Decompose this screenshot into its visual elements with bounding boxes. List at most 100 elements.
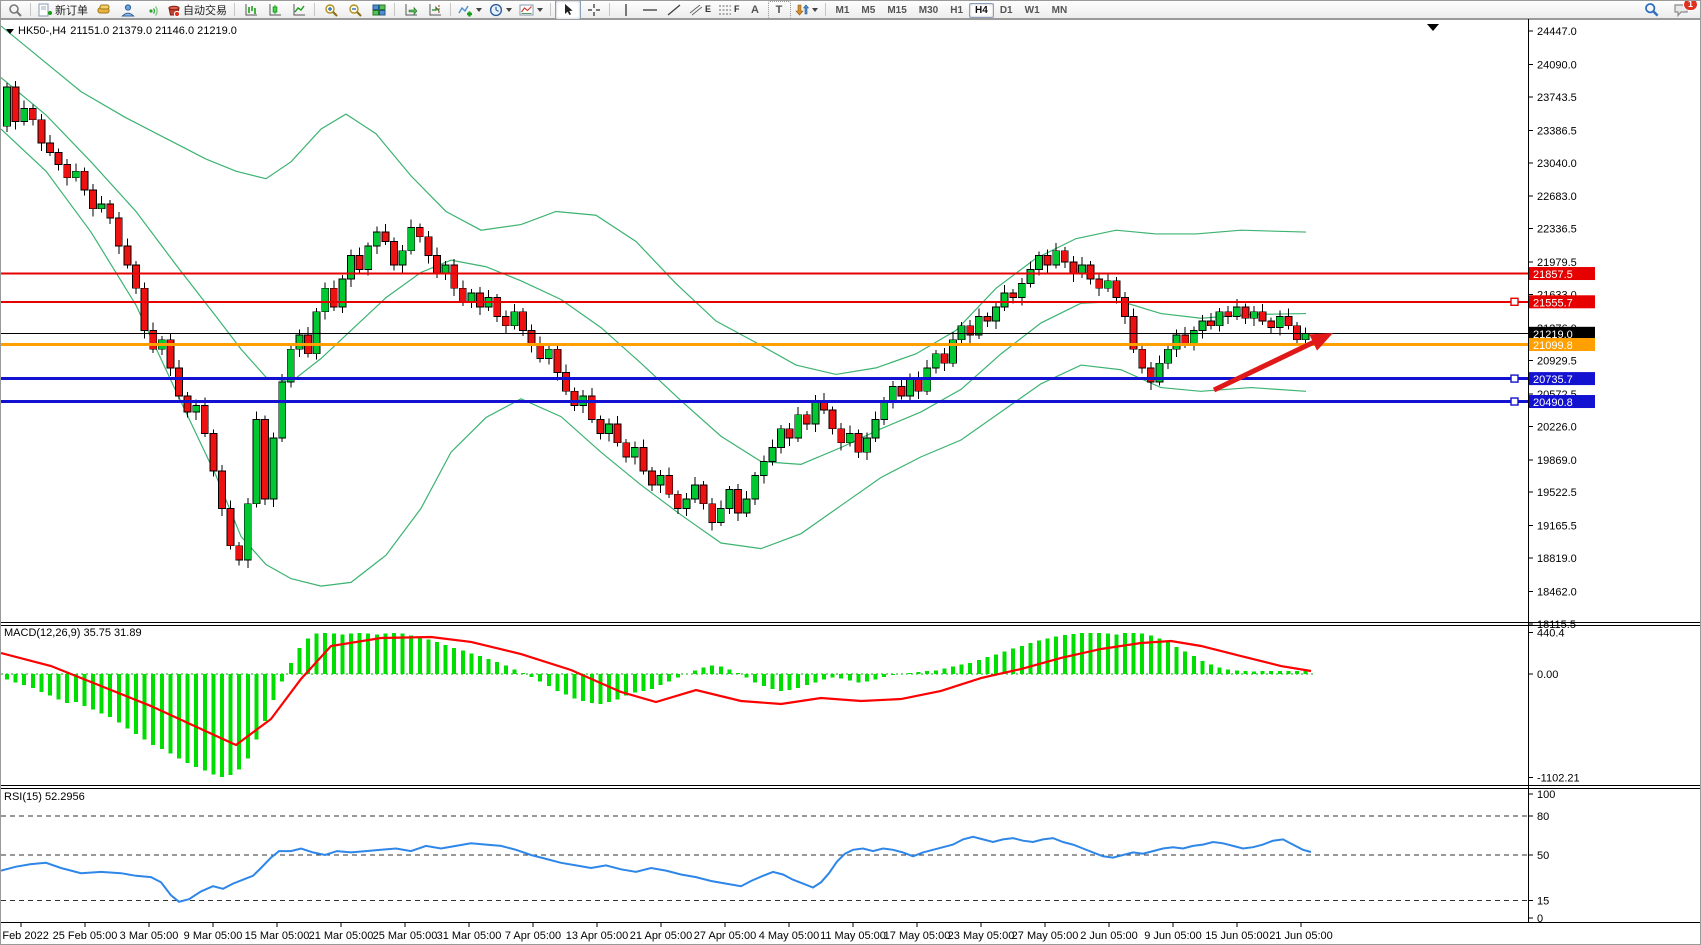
chart-search-icon[interactable] xyxy=(3,1,26,19)
price-tag-20735.7[interactable] xyxy=(1529,372,1595,386)
chart-shift-triangle[interactable] xyxy=(1427,24,1439,31)
timeframe-m15[interactable]: M15 xyxy=(887,4,907,16)
periods-caret-icon xyxy=(506,7,512,12)
auto-scroll-button[interactable] xyxy=(399,1,422,19)
candle xyxy=(209,433,218,472)
arrows-tool-button[interactable] xyxy=(792,1,821,19)
candle xyxy=(269,437,278,500)
horizontal-line-button[interactable] xyxy=(638,1,661,19)
candle xyxy=(97,203,106,210)
line-handle[interactable] xyxy=(1510,297,1519,306)
label-tool-button[interactable]: T xyxy=(767,1,791,19)
candle xyxy=(114,217,123,247)
timeframe-w1[interactable]: W1 xyxy=(1024,4,1040,16)
date-tick: 15 Jun 05:00 xyxy=(1205,930,1269,942)
timeframe-h1[interactable]: H1 xyxy=(950,4,964,16)
price-tag-21857.5[interactable] xyxy=(1529,267,1595,281)
chart-shift-button[interactable] xyxy=(423,1,446,19)
macd-label: MACD(12,26,9) 35.75 31.89 xyxy=(4,627,142,639)
candle xyxy=(759,461,768,476)
signals-icon[interactable] xyxy=(140,1,163,19)
tile-windows-button[interactable] xyxy=(367,1,390,19)
svg-text:20735.7: 20735.7 xyxy=(1533,374,1573,386)
price-tag-20490.8[interactable] xyxy=(1529,395,1595,409)
candle xyxy=(785,428,794,439)
candle xyxy=(63,164,72,179)
vertical-line-button[interactable] xyxy=(614,1,637,19)
notifications-button[interactable]: 1 xyxy=(1669,1,1698,19)
candle xyxy=(605,423,613,434)
timeframe-m5[interactable]: M5 xyxy=(861,4,876,16)
price-tag-21099.8[interactable] xyxy=(1529,337,1595,351)
crosshair-button[interactable] xyxy=(582,1,605,19)
price-tick: 18462.0 xyxy=(1537,587,1577,599)
candle xyxy=(1189,330,1198,345)
timeframe-d1[interactable]: D1 xyxy=(999,4,1013,16)
candle-chart-button[interactable] xyxy=(263,1,286,19)
price-tag-21555.7[interactable] xyxy=(1529,295,1595,309)
timeframe-h4[interactable]: H4 xyxy=(969,2,994,18)
trend-arrow-head xyxy=(1309,333,1333,351)
line-handle[interactable] xyxy=(1510,397,1519,406)
date-tick: 21 Mar 05:00 xyxy=(309,930,374,942)
fibonacci-button[interactable]: F xyxy=(715,1,743,19)
cursor-button[interactable] xyxy=(555,1,581,20)
candle xyxy=(949,339,957,364)
trend-arrow[interactable] xyxy=(1212,336,1322,393)
candle xyxy=(286,348,295,383)
candle xyxy=(71,170,80,179)
candle xyxy=(278,381,287,439)
experts-icon[interactable] xyxy=(116,1,139,19)
candle xyxy=(553,348,562,373)
autotrade-button[interactable]: 自动交易 xyxy=(164,1,230,19)
price-tick: 20226.0 xyxy=(1537,421,1577,433)
price-tick: 21979.5 xyxy=(1537,257,1577,269)
candle xyxy=(1207,320,1215,327)
timeframe-m30[interactable]: M30 xyxy=(918,4,939,16)
candle xyxy=(1146,367,1155,383)
line-handle[interactable] xyxy=(1510,374,1519,383)
candle xyxy=(1275,315,1284,329)
candle xyxy=(777,428,785,448)
rsi-axis-tick: 100 xyxy=(1537,789,1555,801)
price-tick: 24090.0 xyxy=(1537,59,1577,71)
market-icon[interactable] xyxy=(92,1,115,19)
candle xyxy=(28,108,37,121)
candle xyxy=(166,339,175,369)
candle xyxy=(751,475,760,500)
candle xyxy=(476,292,484,308)
price-tag-21219.0[interactable] xyxy=(1529,326,1595,340)
text-tool-button[interactable]: A xyxy=(751,3,759,16)
date-tick: 31 Mar 05:00 xyxy=(437,930,502,942)
line-chart-button[interactable] xyxy=(287,1,310,19)
timeframe-m1[interactable]: M1 xyxy=(835,4,850,16)
indicators-button[interactable] xyxy=(455,1,485,19)
macd-signal-line xyxy=(1,635,1312,747)
candle xyxy=(1017,283,1026,299)
date-tick: 9 Jun 05:00 xyxy=(1144,930,1202,942)
periods-button[interactable] xyxy=(486,1,515,19)
candle xyxy=(802,414,811,425)
svg-text:20490.8: 20490.8 xyxy=(1533,397,1573,409)
new-order-button[interactable]: 新订单 xyxy=(35,1,91,19)
symbol-dropdown-icon[interactable] xyxy=(6,28,14,34)
candle xyxy=(407,226,416,252)
bar-chart-button[interactable] xyxy=(239,1,262,19)
chart-window[interactable]: 24447.0 24090.0 23743.5 23386.5 23040.0 22683… xyxy=(1,19,1701,945)
trendline-button[interactable] xyxy=(662,1,685,19)
channel-button[interactable]: E xyxy=(686,1,714,19)
zoom-in-button[interactable] xyxy=(319,1,342,19)
timeframe-mn[interactable]: MN xyxy=(1051,4,1068,16)
candle xyxy=(1258,311,1267,322)
candle xyxy=(742,498,751,514)
symbol-search-icon[interactable] xyxy=(1640,1,1663,19)
candle xyxy=(613,423,622,444)
candle xyxy=(192,404,201,413)
candle xyxy=(863,437,871,453)
price-tick: 24447.0 xyxy=(1537,26,1577,38)
candle xyxy=(1035,255,1043,270)
zoom-out-button[interactable] xyxy=(343,1,366,19)
templates-button[interactable] xyxy=(516,1,546,19)
chart-canvas[interactable]: 24447.0 24090.0 23743.5 23386.5 23040.0 22683… xyxy=(1,19,1701,945)
